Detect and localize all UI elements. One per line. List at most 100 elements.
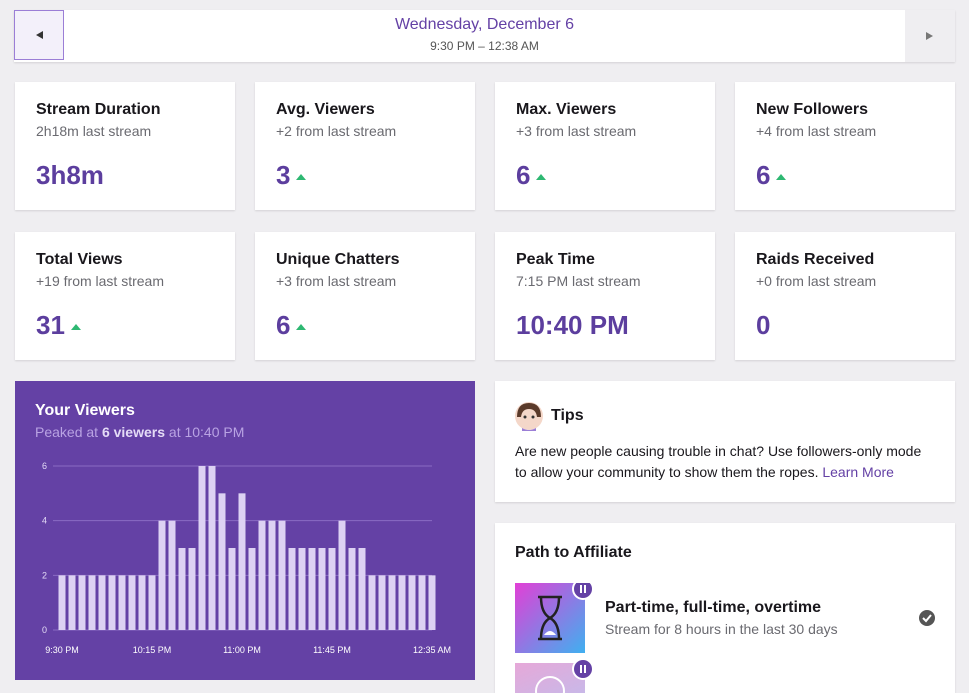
chart: 0 2 4 6 9:30 PM 10:15 PM 11:00 PM 11:45 PM 12:35… (42, 461, 451, 655)
bar (118, 575, 126, 630)
bar (418, 575, 426, 630)
tips-card: Tips Are new people causing trouble in c… (495, 381, 955, 502)
tips-body: Are new people causing trouble in chat? … (515, 443, 922, 480)
stat-title: New Followers (756, 101, 869, 118)
bar (188, 548, 196, 630)
stat-card: Stream Duration 2h18m last stream 3h8m (15, 82, 235, 210)
stat-title: Max. Viewers (516, 101, 617, 118)
bar (128, 575, 136, 630)
trend-arrow (296, 174, 306, 180)
stat-subtitle: +4 from last stream (756, 123, 877, 139)
stat-subtitle: +3 from last stream (276, 273, 397, 289)
bar (88, 575, 96, 630)
bar (168, 520, 176, 630)
bar (248, 548, 256, 630)
bar (318, 548, 326, 630)
chart-title: Your Viewers (35, 402, 135, 419)
stat-card: Max. Viewers +3 from last stream 6 (495, 82, 715, 210)
stat-card: Total Views +19 from last stream 31 (15, 232, 235, 360)
prev-button[interactable] (14, 10, 64, 60)
y-tick-label: 0 (42, 625, 47, 635)
affiliate-card: Path to Affiliate Part-time, full-time, … (495, 523, 955, 693)
stat-title: Peak Time (516, 251, 595, 268)
bar (138, 575, 146, 630)
bar (78, 575, 86, 630)
bar (228, 548, 236, 630)
bar (428, 575, 436, 630)
subtitle-peak: 6 viewers (101, 424, 166, 440)
stat-subtitle: +19 from last stream (36, 273, 164, 289)
stat-value: 6 (756, 160, 771, 190)
trend-arrow (776, 174, 786, 180)
x-tick-label: 10:15 PM (133, 645, 172, 655)
stat-subtitle: 2h18m last stream (36, 123, 152, 139)
trend-up (71, 324, 81, 330)
trend-up (296, 174, 306, 180)
stat-card: Avg. Viewers +2 from last stream 3 (255, 82, 475, 210)
bar (378, 575, 386, 630)
bar (358, 548, 366, 630)
prev-icon (36, 31, 43, 39)
next-button[interactable] (905, 10, 955, 62)
bar (238, 493, 246, 630)
goal-check (919, 610, 935, 626)
next-icon (926, 32, 933, 40)
x-tick-label: 12:35 AM (413, 645, 451, 655)
stat-subtitle: +0 from last stream (756, 273, 877, 289)
bar (108, 575, 116, 630)
stat-title: Raids Received (756, 251, 875, 268)
bar (218, 493, 226, 630)
date-bar: Wednesday, December 6 9:30 PM – 12:38 AM (14, 10, 955, 62)
bar (278, 520, 286, 630)
bar (348, 548, 356, 630)
chart-subtitle: Peaked at 6 viewers at 10:40 PM (35, 424, 244, 440)
stat-title: Avg. Viewers (276, 101, 375, 118)
x-tick-label: 9:30 PM (45, 645, 79, 655)
bar (398, 575, 406, 630)
trend-arrow (296, 324, 306, 330)
bar (258, 520, 266, 630)
stat-subtitle: +2 from last stream (276, 123, 397, 139)
tips-text: Are new people causing trouble in chat? … (515, 441, 935, 483)
stat-card: Raids Received +0 from last stream 0 (735, 232, 955, 360)
trend-arrow (536, 174, 546, 180)
bar (58, 575, 66, 630)
y-tick-label: 4 (42, 516, 47, 526)
viewers-panel: Your Viewers Peaked at 6 viewers at 10:4… (15, 381, 475, 680)
goal-description: Stream for 8 hours in the last 30 days (605, 621, 838, 637)
stat-value: 31 (36, 310, 65, 340)
time-range: 9:30 PM – 12:38 AM (430, 39, 539, 53)
trend-arrow (71, 324, 81, 330)
stat-subtitle: +3 from last stream (516, 123, 637, 139)
x-tick-label: 11:45 PM (313, 645, 351, 655)
bar (298, 548, 306, 630)
bar (268, 520, 276, 630)
stat-card: New Followers +4 from last stream 6 (735, 82, 955, 210)
stat-subtitle: 7:15 PM last stream (516, 273, 641, 289)
y-tick-label: 2 (42, 570, 47, 580)
goal-title: Part-time, full-time, overtime (605, 599, 822, 616)
subtitle-text: Peaked at (35, 424, 99, 440)
bar (308, 548, 316, 630)
y-tick-label: 6 (42, 461, 47, 471)
stat-title: Unique Chatters (276, 251, 400, 268)
trend-up (536, 174, 546, 180)
trend-up (776, 174, 786, 180)
stat-value: 6 (276, 310, 291, 340)
bar (408, 575, 416, 630)
stat-title: Stream Duration (36, 101, 161, 118)
bar (328, 548, 336, 630)
bar (198, 466, 206, 630)
affiliate-icons (515, 583, 594, 693)
stat-value: 3 (276, 160, 291, 190)
bar (338, 520, 346, 630)
trend-up (296, 324, 306, 330)
bar (388, 575, 396, 630)
bar (68, 575, 76, 630)
date: Wednesday, December 6 (394, 16, 575, 33)
learn-more-link[interactable]: Learn More (822, 464, 894, 480)
bar (98, 575, 106, 630)
tips-avatar (515, 402, 543, 431)
x-tick-label: 11:00 PM (223, 645, 261, 655)
